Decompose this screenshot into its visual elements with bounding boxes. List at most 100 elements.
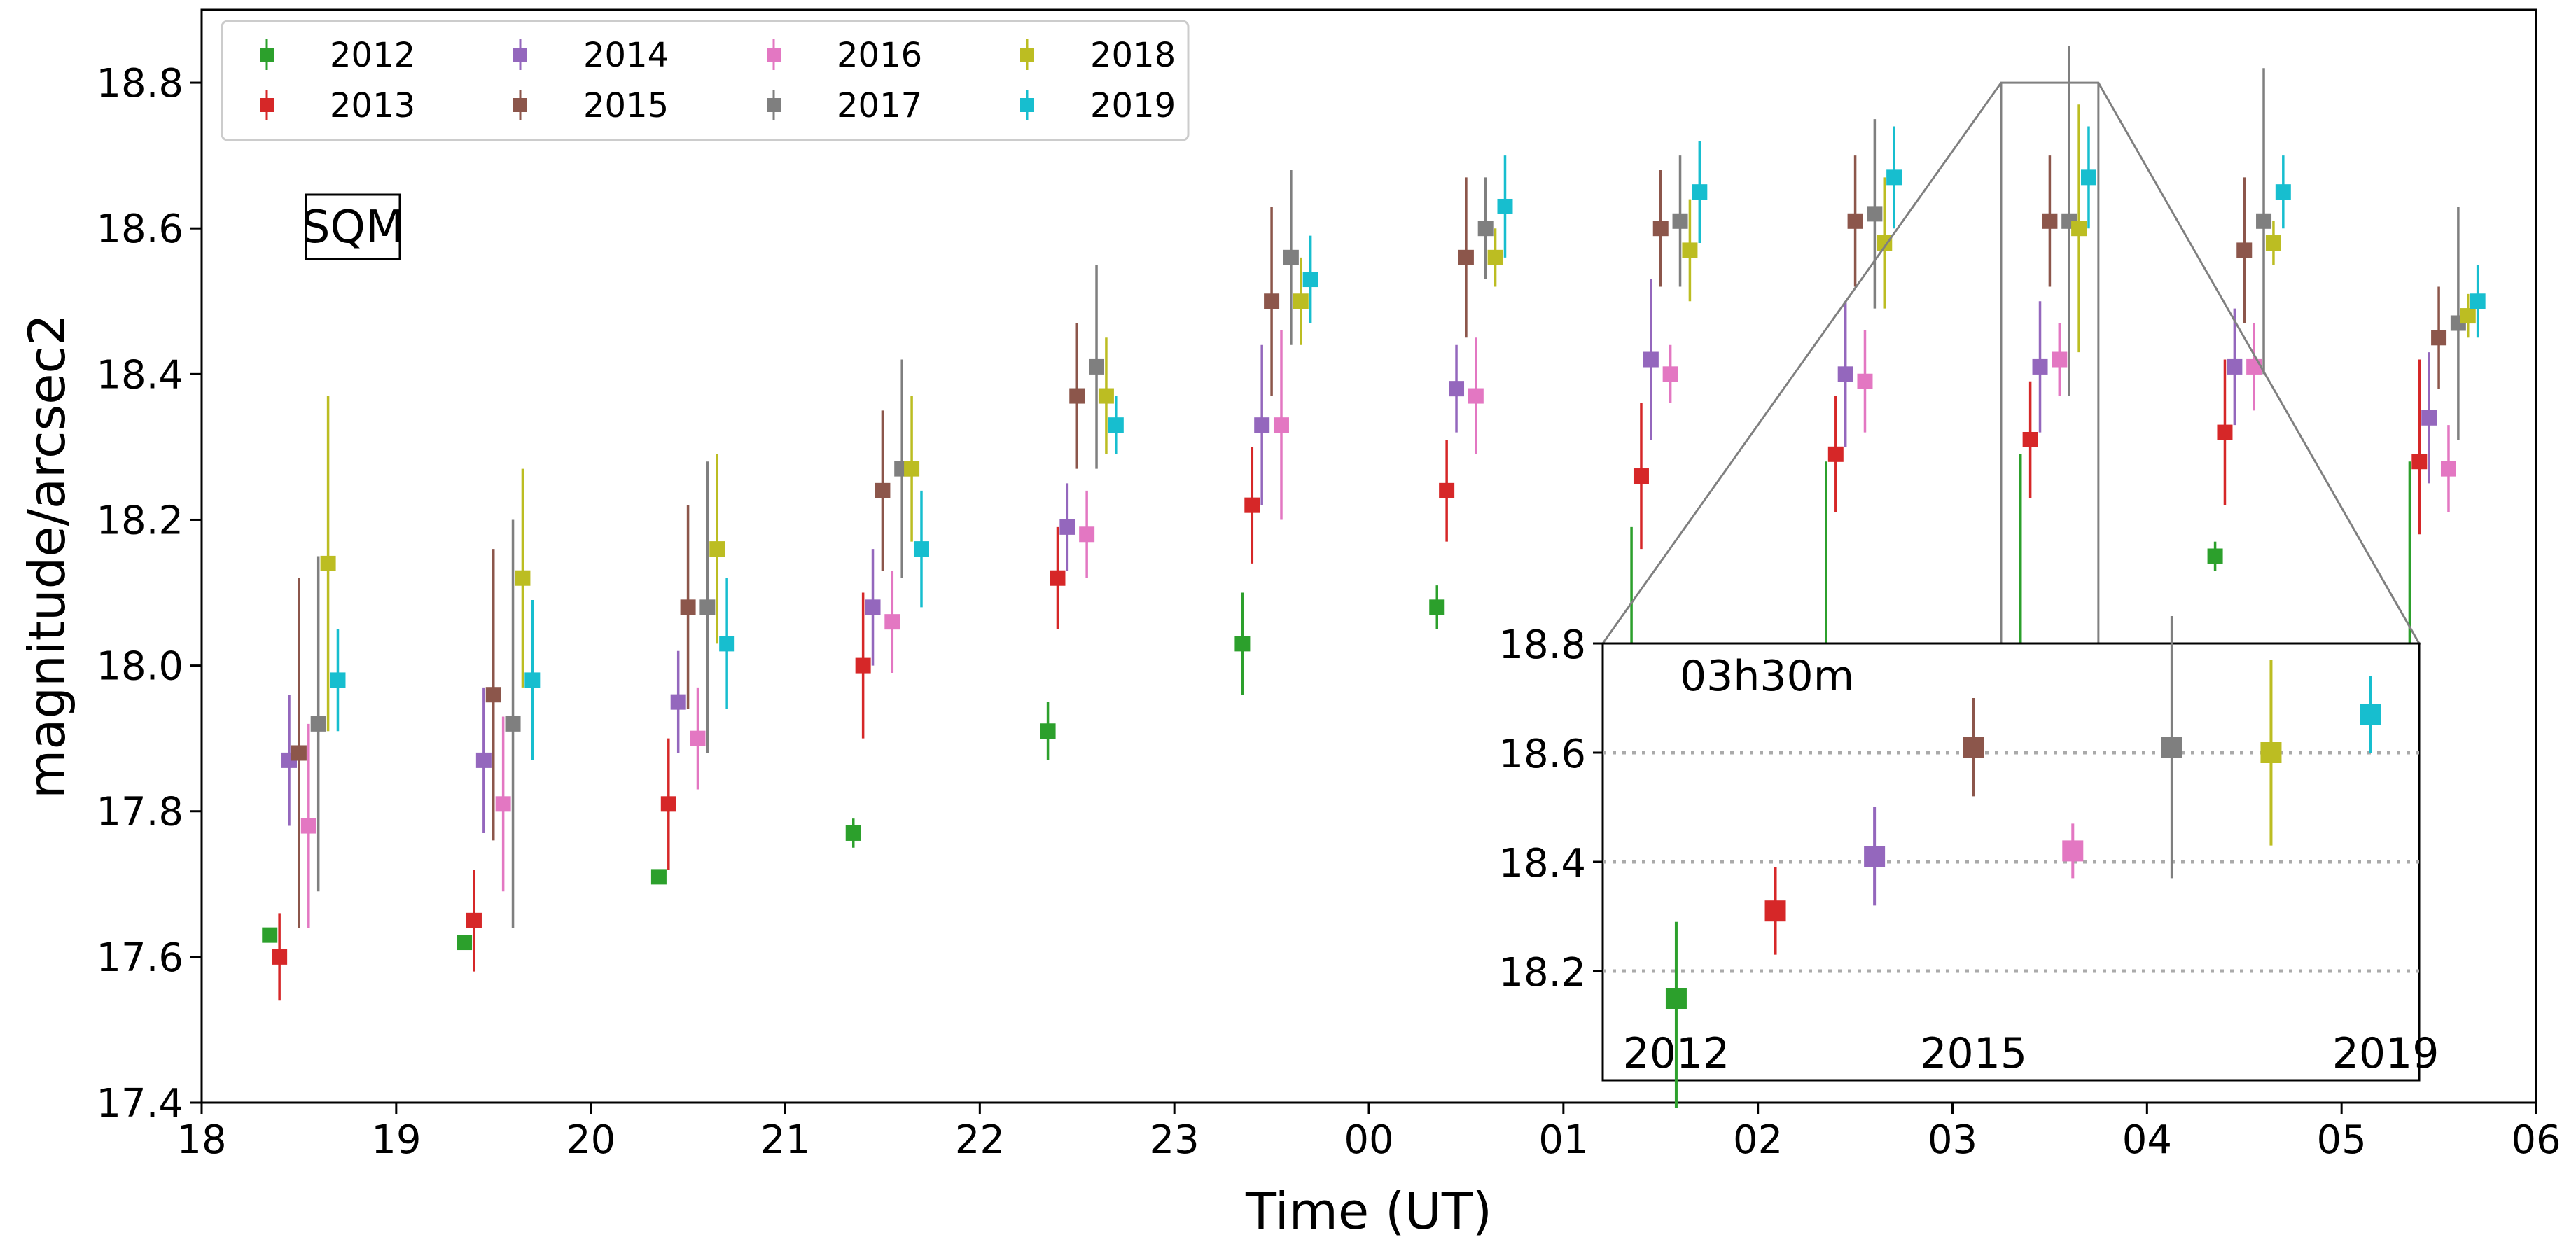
data-point xyxy=(1857,373,1873,389)
x-tick-label: 23 xyxy=(1150,1117,1199,1163)
inset-series-2018 xyxy=(2260,660,2282,846)
data-point xyxy=(1477,221,1494,237)
data-point xyxy=(1886,169,1902,186)
data-point xyxy=(2440,461,2456,477)
inset-data-point xyxy=(1665,988,1687,1009)
x-tick-label: 18 xyxy=(176,1117,226,1163)
data-point xyxy=(1672,213,1688,229)
data-point xyxy=(505,716,521,732)
y-tick-label: 18.8 xyxy=(96,61,183,106)
sqm-annotation-label: SQM xyxy=(302,202,404,253)
data-point xyxy=(1254,417,1270,433)
inset-y-tick-label: 18.6 xyxy=(1498,732,1586,777)
data-point xyxy=(650,869,667,885)
data-point xyxy=(1234,636,1251,652)
data-point xyxy=(2217,424,2233,440)
x-tick-label: 04 xyxy=(2122,1117,2172,1163)
legend-label: 2016 xyxy=(837,36,922,75)
data-point xyxy=(2042,213,2058,229)
inset-data-point xyxy=(2161,737,2182,758)
series-2014 xyxy=(281,279,2437,833)
data-point xyxy=(719,636,735,652)
series-2016 xyxy=(300,323,2456,928)
data-point xyxy=(1273,417,1289,433)
data-point xyxy=(2246,358,2262,375)
legend-label: 2013 xyxy=(330,86,415,125)
inset-data-point xyxy=(1764,900,1786,922)
data-point xyxy=(524,672,541,688)
inset-y-tick-label: 18.8 xyxy=(1498,622,1586,668)
data-point xyxy=(1429,599,1445,615)
y-tick-label: 17.6 xyxy=(96,935,183,981)
inset-x-tick-label: 2015 xyxy=(1920,1029,2027,1078)
sqm-annotation-box: SQM xyxy=(302,193,404,260)
inset-data-point xyxy=(2062,840,2084,862)
legend-marker-swatch xyxy=(1020,48,1034,62)
data-point xyxy=(2022,431,2038,447)
inset-data-point xyxy=(2260,742,2282,763)
data-point xyxy=(1837,366,1853,382)
legend-label: 2014 xyxy=(583,36,669,75)
data-point xyxy=(1682,242,1698,258)
data-point xyxy=(2275,184,2291,200)
y-axis-ticks: 17.4 17.6 17.8 18.0 18.2 18.4 18.6 18.8 xyxy=(96,61,202,1126)
y-tick-label: 18.2 xyxy=(96,498,183,543)
data-point xyxy=(660,796,676,812)
inset-series-2019 xyxy=(2360,676,2381,753)
data-point xyxy=(1283,249,1299,265)
y-axis-title: magnitude/arcsec2 xyxy=(18,314,76,799)
data-point xyxy=(2032,358,2048,375)
data-point xyxy=(1449,381,1465,397)
legend-marker-swatch xyxy=(767,98,781,112)
x-tick-label: 00 xyxy=(1344,1117,1393,1163)
series-2013 xyxy=(272,359,2428,1001)
inset-series-2014 xyxy=(1864,807,1886,906)
data-point xyxy=(1458,249,1474,265)
data-point xyxy=(2411,454,2428,470)
data-point xyxy=(2421,410,2437,426)
data-point xyxy=(1633,468,1649,484)
inset-data-point xyxy=(1963,737,1984,758)
data-point xyxy=(2071,221,2087,237)
data-point xyxy=(1089,358,1105,375)
data-point xyxy=(904,461,920,477)
data-point xyxy=(272,949,288,965)
data-point xyxy=(300,818,316,834)
data-point xyxy=(310,716,326,732)
data-point xyxy=(262,927,278,943)
y-tick-label: 18.4 xyxy=(96,352,183,398)
data-point xyxy=(330,672,346,688)
data-point xyxy=(1244,497,1260,513)
data-point xyxy=(1264,293,1280,309)
data-point xyxy=(320,555,336,571)
inset-series-2016 xyxy=(2062,823,2084,879)
inset-series-2015 xyxy=(1963,698,1984,797)
data-point xyxy=(1079,526,1095,543)
legend-marker-swatch xyxy=(513,48,527,62)
data-point xyxy=(670,694,686,710)
data-point xyxy=(2080,169,2096,186)
y-tick-label: 18.6 xyxy=(96,207,183,252)
legend-marker-swatch xyxy=(260,48,274,62)
x-tick-label: 01 xyxy=(1538,1117,1588,1163)
data-point xyxy=(291,745,307,761)
y-tick-label: 18.0 xyxy=(96,644,183,690)
data-point xyxy=(2227,358,2243,375)
data-point xyxy=(875,482,891,498)
x-tick-label: 05 xyxy=(2317,1117,2367,1163)
x-tick-label: 19 xyxy=(371,1117,421,1163)
legend-marker-swatch xyxy=(1020,98,1034,112)
x-tick-label: 03 xyxy=(1928,1117,1977,1163)
data-point xyxy=(1293,293,1309,309)
series-2019 xyxy=(330,126,2486,760)
x-tick-label: 06 xyxy=(2511,1117,2561,1163)
data-point xyxy=(1040,723,1056,739)
x-axis-title: Time (UT) xyxy=(1245,1182,1492,1241)
data-point xyxy=(845,825,861,841)
data-point xyxy=(1497,198,1513,214)
data-point xyxy=(1867,206,1883,222)
data-point xyxy=(884,614,900,630)
inset-x-tick-label: 2019 xyxy=(2332,1029,2439,1078)
